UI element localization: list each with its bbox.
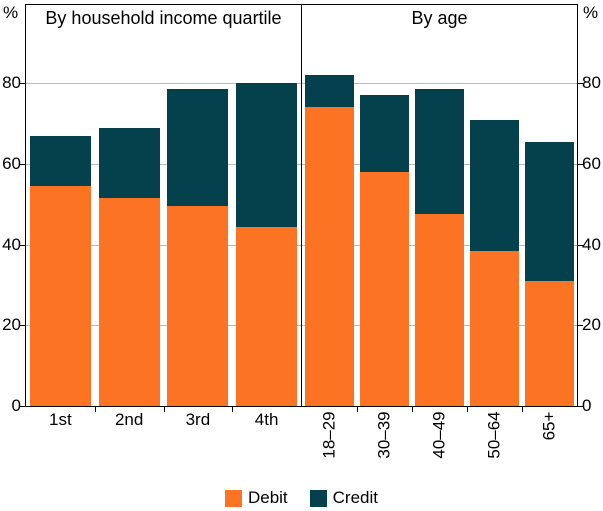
x-tick-mark	[467, 407, 468, 412]
y-tick-mark-left-40	[20, 244, 25, 246]
legend: Debit Credit	[0, 488, 603, 508]
bar-segment-credit-40–49	[415, 89, 464, 215]
x-tick-mark	[163, 407, 165, 412]
bar-segment-credit-2nd	[98, 127, 160, 199]
x-tick-mark	[94, 407, 96, 412]
y-tick-label-right-60: 60	[582, 153, 601, 173]
y-tick-mark-left-80	[20, 83, 25, 85]
bar-segment-credit-18–29	[305, 75, 354, 108]
panel-divider-line	[301, 5, 302, 406]
bar-segment-debit-30–39	[360, 172, 409, 406]
bar-segment-credit-3rd	[167, 89, 229, 207]
bar-segment-debit-1st	[29, 186, 91, 406]
panel-title-age: By age	[411, 8, 468, 28]
y-tick-mark-right-40	[578, 244, 583, 246]
y-tick-mark-left-60	[20, 163, 25, 165]
legend-item-credit: Credit	[309, 488, 379, 508]
x-label-30–39: 30–39	[374, 410, 394, 459]
bar-segment-credit-30–39	[360, 95, 409, 173]
y-tick-mark-right-20	[578, 325, 583, 327]
legend-label-debit: Debit	[247, 488, 288, 507]
x-tick-mark	[357, 407, 358, 412]
legend-item-debit: Debit	[224, 488, 288, 508]
x-label-1st: 1st	[49, 410, 72, 429]
y-tick-mark-left-20	[20, 325, 25, 327]
y-tick-label-left-80: 80	[2, 73, 21, 93]
credit-swatch-icon	[309, 489, 327, 507]
y-tick-mark-right-60	[578, 163, 583, 165]
y-tick-mark-right-80	[578, 83, 583, 85]
y-tick-label-right-0: 0	[582, 396, 592, 415]
bar-segment-debit-65+	[525, 280, 574, 406]
y-axis-unit-right: %	[583, 3, 599, 22]
plot-area: By household income quartile By age	[25, 4, 578, 407]
x-tick-mark	[412, 407, 413, 412]
legend-label-credit: Credit	[332, 488, 379, 507]
bar-segment-credit-50–64	[470, 119, 519, 251]
y-tick-label-left-0: 0	[11, 396, 21, 415]
x-label-18–29: 18–29	[319, 410, 339, 459]
y-tick-label-right-40: 40	[582, 234, 601, 254]
bar-segment-debit-18–29	[305, 107, 354, 406]
x-tick-mark	[232, 407, 234, 412]
bar-segment-debit-50–64	[470, 250, 519, 406]
x-label-65+: 65+	[539, 411, 559, 440]
y-tick-mark-left-0	[20, 406, 25, 407]
bar-segment-credit-4th	[236, 83, 298, 227]
y-tick-mark-right-0	[578, 406, 583, 407]
y-tick-label-right-20: 20	[582, 315, 601, 335]
x-tick-mark	[522, 407, 523, 412]
x-label-2nd: 2nd	[114, 410, 144, 429]
bar-segment-debit-3rd	[167, 206, 229, 406]
debit-swatch-icon	[224, 489, 242, 507]
x-label-4th: 4th	[254, 410, 279, 429]
y-tick-label-left-20: 20	[2, 315, 21, 335]
bar-segment-debit-2nd	[98, 198, 160, 406]
y-tick-label-left-60: 60	[2, 153, 21, 173]
x-label-3rd: 3rd	[185, 410, 211, 429]
x-label-40–49: 40–49	[429, 410, 449, 459]
y-tick-label-right-80: 80	[582, 73, 601, 93]
bar-segment-debit-40–49	[415, 214, 464, 406]
panel-title-income-quartile: By household income quartile	[45, 8, 282, 28]
x-label-50–64: 50–64	[484, 410, 504, 459]
y-axis-unit-left: %	[3, 3, 19, 22]
bar-segment-debit-4th	[236, 226, 298, 406]
y-tick-label-left-40: 40	[2, 234, 21, 254]
bar-segment-credit-1st	[29, 135, 91, 187]
bar-segment-credit-65+	[525, 141, 574, 281]
